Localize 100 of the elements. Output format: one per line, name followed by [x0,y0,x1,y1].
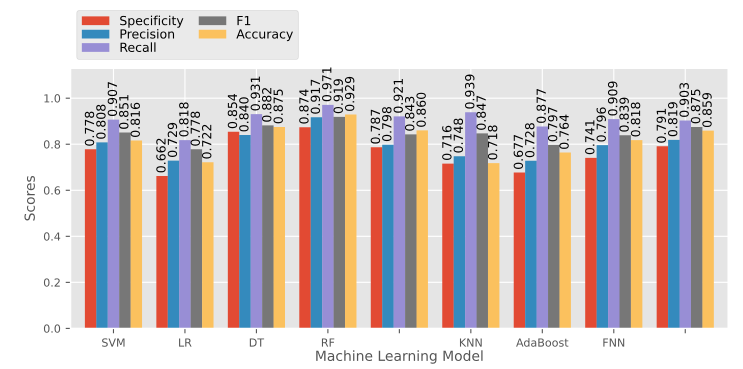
data-label: 0.818 [630,102,640,136]
data-label: 0.851 [119,95,129,129]
bar [262,125,274,328]
bar [382,144,394,328]
bar [416,130,428,328]
data-label: 0.877 [536,89,546,123]
data-label: 0.903 [679,82,689,117]
data-label: 0.718 [488,125,498,160]
bar [585,158,597,328]
bar [680,120,691,328]
text: 0.4 [44,232,60,241]
data-label: 0.662 [156,138,166,172]
data-label: 0.816 [130,102,140,137]
x-tick-label: KNN [460,338,482,347]
data-label: 0.931 [250,76,260,110]
data-label: 0.917 [310,80,320,114]
data-label: 0.840 [239,97,249,132]
bar [454,156,466,328]
bar [668,140,680,328]
data-label: 0.728 [525,123,534,158]
bar [168,160,180,328]
data-label: 0.748 [454,118,464,153]
legend-label: Recall [120,42,156,52]
bar [190,149,202,328]
bar [156,176,168,328]
text: 0.0 [44,324,60,333]
bar [620,135,631,328]
bar [370,147,382,328]
data-label: 0.854 [228,94,238,128]
bar [525,160,537,328]
bar [130,140,142,328]
bar [228,132,240,328]
data-label: 0.909 [608,81,618,116]
y-axis-title: Scores [24,176,35,220]
x-tick-label: LR [179,338,192,347]
bar [536,126,548,328]
bar [274,126,286,328]
text: 1.0 [44,94,60,103]
bar [108,120,120,328]
bar [608,119,620,328]
legend-label: Accuracy [236,29,293,42]
x-tick-label: FNN [603,338,624,347]
bar [310,117,322,328]
data-label: 0.797 [548,107,558,142]
bar [250,114,262,328]
bar [239,135,251,328]
data-label: 0.971 [322,67,332,102]
data-label: 0.791 [656,108,666,143]
data-label: 0.764 [559,114,569,149]
data-label: 0.808 [96,104,106,139]
data-label: 0.939 [465,74,474,109]
bar [514,172,526,328]
data-label: 0.778 [190,112,200,146]
data-label: 0.839 [619,98,629,132]
bar [119,132,131,328]
data-label: 0.875 [273,90,283,124]
data-label: 0.818 [179,102,189,136]
bar [476,133,488,328]
text: 0.2 [44,278,60,287]
bar [465,112,477,328]
text: 0.8 [44,140,60,149]
bar [322,104,334,328]
text: 0.6 [44,186,60,195]
bar [334,116,346,328]
bar [442,164,454,328]
legend-label: F1 [237,16,250,26]
bar [345,114,356,328]
legend-label: Specificity [120,16,184,28]
bar [630,140,642,328]
bar [656,146,668,328]
x-axis-title: Machine Learning Model [316,350,483,364]
bar [394,116,406,328]
data-label: 0.882 [262,88,272,122]
data-label: 0.907 [108,82,118,116]
bar [84,149,96,328]
data-label: 0.875 [690,90,700,124]
legend-label: Precision [120,28,174,39]
bar [488,163,500,328]
data-label: 0.919 [333,79,343,114]
bar [596,145,608,328]
data-label: 0.787 [370,110,380,144]
data-label: 0.741 [585,120,595,154]
data-label: 0.859 [702,92,712,128]
x-tick-label: DT [250,338,264,347]
data-label: 0.860 [416,92,426,127]
bar [96,142,108,328]
data-label: 0.778 [84,112,94,146]
bar [405,134,417,328]
x-tick-label: AdaBoost [516,338,568,347]
bar [548,144,560,328]
data-label: 0.819 [668,102,678,136]
bar [690,126,702,328]
data-label: 0.729 [168,122,178,157]
x-tick-label: SVM [102,338,125,347]
bar [559,152,571,328]
bar [299,127,311,328]
data-label: 0.716 [442,126,452,160]
data-label: 0.677 [514,135,524,169]
data-label: 0.796 [596,107,606,142]
data-label: 0.843 [404,96,414,131]
